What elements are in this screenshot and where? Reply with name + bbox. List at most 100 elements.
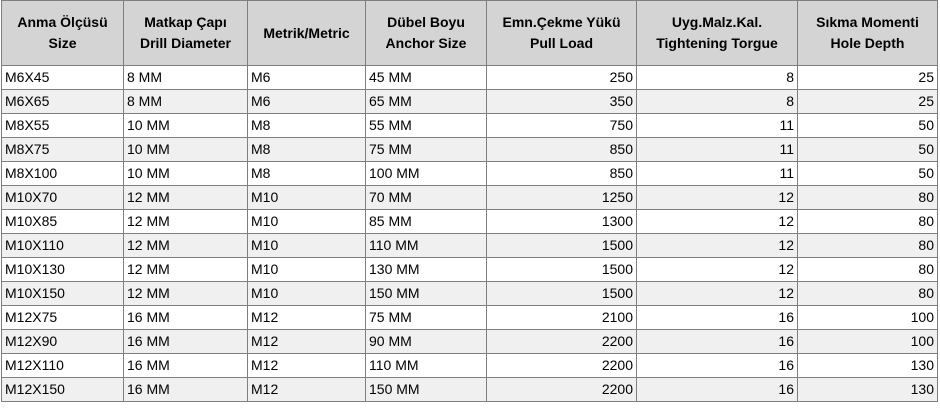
table-cell: M8 <box>247 113 366 138</box>
table-cell: 1500 <box>486 257 637 282</box>
table-cell: M10X110 <box>1 233 124 258</box>
table-cell: M8X55 <box>1 113 124 138</box>
table-header: Anma Ölçüsü Size Matkap Çapı Drill Diameter… <box>1 0 938 66</box>
table-cell: 100 MM <box>365 161 487 186</box>
table-cell: 16 MM <box>123 329 248 354</box>
table-cell: 16 MM <box>123 377 248 402</box>
table-cell: 25 <box>797 89 938 114</box>
table-cell: 10 MM <box>123 137 248 162</box>
header-text: Metrik/Metric <box>263 24 350 41</box>
table-cell: 16 <box>636 329 798 354</box>
table-row: M10X70 12 MM M10 70 MM 1250 12 80 <box>1 185 938 210</box>
table-cell: 16 <box>636 353 798 378</box>
table-cell: 80 <box>797 185 938 210</box>
table-cell: 85 MM <box>365 209 487 234</box>
table-row: M8X75 10 MM M8 75 MM 850 11 50 <box>1 137 938 162</box>
table-cell: M8 <box>247 161 366 186</box>
table-cell: 8 <box>636 89 798 114</box>
table-cell: 45 MM <box>365 65 487 90</box>
table-cell: 12 <box>636 185 798 210</box>
table-cell: 130 <box>797 353 938 378</box>
table-cell: 350 <box>486 89 637 114</box>
table-cell: 2200 <box>486 353 637 378</box>
table-cell: 12 <box>636 209 798 234</box>
spec-table: Anma Ölçüsü Size Matkap Çapı Drill Diameter… <box>1 0 938 402</box>
table-row: M10X130 12 MM M10 130 MM 1500 12 80 <box>1 257 938 282</box>
table-cell: M8 <box>247 137 366 162</box>
table-row: M6X65 8 MM M6 65 MM 350 8 25 <box>1 89 938 114</box>
table-cell: M10X130 <box>1 257 124 282</box>
table-cell: M12 <box>247 305 366 330</box>
table-row: M8X100 10 MM M8 100 MM 850 11 50 <box>1 161 938 186</box>
table-cell: 50 <box>797 113 938 138</box>
table-cell: M6X65 <box>1 89 124 114</box>
table-cell: 110 MM <box>365 353 487 378</box>
table-cell: M10X150 <box>1 281 124 306</box>
header-text: Hole Depth <box>830 35 905 51</box>
table-cell: M12X110 <box>1 353 124 378</box>
header-text: Dübel Boyu <box>387 14 465 30</box>
table-cell: 1250 <box>486 185 637 210</box>
header-text: Anchor Size <box>385 35 467 51</box>
table-cell: M8X100 <box>1 161 124 186</box>
table-cell: M8X75 <box>1 137 124 162</box>
table-cell: 75 MM <box>365 305 487 330</box>
header-cell: Uyg.Malz.Kal. Tightening Torgue <box>636 0 798 66</box>
table-cell: 11 <box>636 161 798 186</box>
table-cell: 2200 <box>486 329 637 354</box>
table-cell: M6 <box>247 65 366 90</box>
header-text: Pull Load <box>530 35 593 51</box>
table-cell: M6 <box>247 89 366 114</box>
header-text: Size <box>48 35 77 51</box>
table-cell: 110 MM <box>365 233 487 258</box>
table-cell: 12 MM <box>123 209 248 234</box>
header-text: Matkap Çapı <box>144 14 227 30</box>
table-cell: 80 <box>797 209 938 234</box>
table-cell: 2200 <box>486 377 637 402</box>
table-row: M10X150 12 MM M10 150 MM 1500 12 80 <box>1 281 938 306</box>
table-cell: 55 MM <box>365 113 487 138</box>
table-cell: M10X85 <box>1 209 124 234</box>
header-cell: Sıkma Momenti Hole Depth <box>797 0 938 66</box>
table-cell: 8 MM <box>123 65 248 90</box>
header-text: Sıkma Momenti <box>816 14 919 30</box>
table-cell: M12X75 <box>1 305 124 330</box>
table-cell: 150 MM <box>365 281 487 306</box>
table-cell: 1500 <box>486 281 637 306</box>
table-cell: 11 <box>636 113 798 138</box>
table-cell: 130 MM <box>365 257 487 282</box>
table-cell: M12 <box>247 329 366 354</box>
table-cell: M12 <box>247 353 366 378</box>
table-cell: 80 <box>797 233 938 258</box>
table-cell: 10 MM <box>123 113 248 138</box>
table-cell: 65 MM <box>365 89 487 114</box>
table-cell: 250 <box>486 65 637 90</box>
header-cell: Metrik/Metric <box>247 0 366 66</box>
table-cell: M12 <box>247 377 366 402</box>
table-cell: 16 MM <box>123 353 248 378</box>
table-row: M12X110 16 MM M12 110 MM 2200 16 130 <box>1 353 938 378</box>
table-cell: 8 <box>636 65 798 90</box>
table-cell: 100 <box>797 329 938 354</box>
table-cell: 750 <box>486 113 637 138</box>
table-cell: 12 <box>636 233 798 258</box>
header-cell: Anma Ölçüsü Size <box>1 0 124 66</box>
table-cell: 12 MM <box>123 233 248 258</box>
table-cell: 50 <box>797 161 938 186</box>
table-cell: 150 MM <box>365 377 487 402</box>
table-cell: M12X150 <box>1 377 124 402</box>
header-text: Drill Diameter <box>139 35 232 51</box>
table-cell: 1300 <box>486 209 637 234</box>
table-cell: M10 <box>247 233 366 258</box>
table-cell: 12 MM <box>123 281 248 306</box>
table-cell: 10 MM <box>123 161 248 186</box>
table-row: M6X45 8 MM M6 45 MM 250 8 25 <box>1 65 938 90</box>
table-cell: 90 MM <box>365 329 487 354</box>
table-cell: 50 <box>797 137 938 162</box>
header-cell: Matkap Çapı Drill Diameter <box>123 0 248 66</box>
table-cell: M12X90 <box>1 329 124 354</box>
table-cell: 130 <box>797 377 938 402</box>
table-row: M10X85 12 MM M10 85 MM 1300 12 80 <box>1 209 938 234</box>
table-row: M12X90 16 MM M12 90 MM 2200 16 100 <box>1 329 938 354</box>
table-cell: 850 <box>486 137 637 162</box>
